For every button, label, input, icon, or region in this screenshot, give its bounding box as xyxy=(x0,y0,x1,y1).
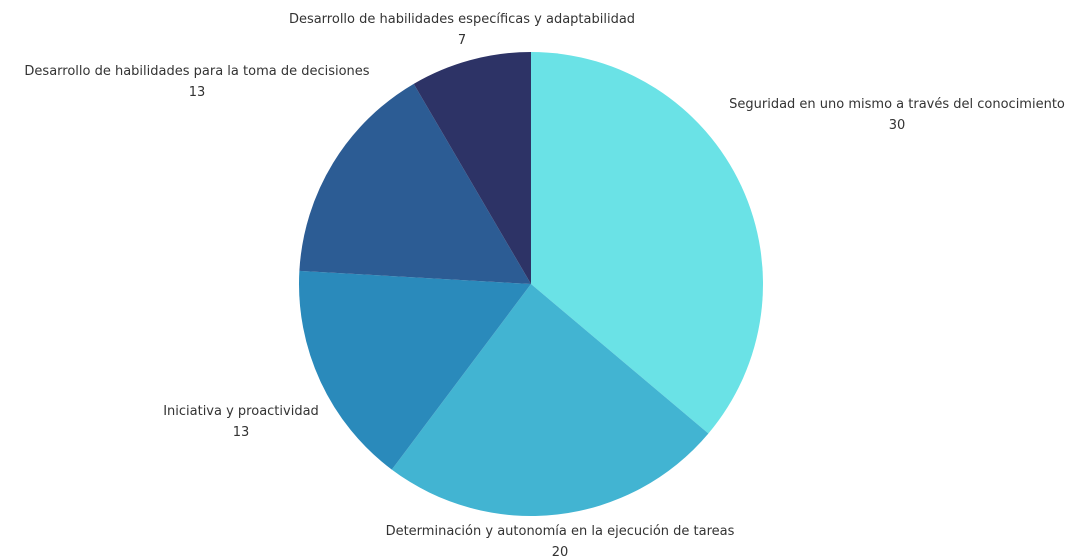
slice-value-toma-decisiones: 13 xyxy=(189,85,206,100)
slice-label-group-determinacion: Determinación y autonomía en la ejecució… xyxy=(386,524,735,556)
pie-slice-iniciativa xyxy=(298,270,531,470)
slice-label-group-habilidades-especificas: Desarrollo de habilidades específicas y … xyxy=(289,12,635,48)
slice-label-group-toma-decisiones: Desarrollo de habilidades para la toma d… xyxy=(24,64,369,100)
slice-label-iniciativa: Iniciativa y proactividad xyxy=(163,404,319,419)
slice-label-habilidades-especificas: Desarrollo de habilidades específicas y … xyxy=(289,12,635,27)
pie-slice-habilidades-especificas xyxy=(413,52,531,284)
slice-label-group-iniciativa: Iniciativa y proactividad 13 xyxy=(163,404,319,440)
slice-value-seguridad: 30 xyxy=(889,118,906,133)
pie-slice-determinacion xyxy=(391,284,709,516)
pie-slice-toma-decisiones xyxy=(299,83,531,285)
slice-value-determinacion: 20 xyxy=(552,545,569,556)
pie-slices xyxy=(298,52,763,516)
slice-value-habilidades-especificas: 7 xyxy=(458,33,466,48)
slice-value-iniciativa: 13 xyxy=(233,425,250,440)
pie-slice-seguridad xyxy=(531,52,763,434)
slice-label-seguridad: Seguridad en uno mismo a través del cono… xyxy=(729,97,1065,112)
slice-label-determinacion: Determinación y autonomía en la ejecució… xyxy=(386,524,735,539)
slice-label-toma-decisiones: Desarrollo de habilidades para la toma d… xyxy=(24,64,369,79)
slice-label-group-seguridad: Seguridad en uno mismo a través del cono… xyxy=(729,97,1065,133)
